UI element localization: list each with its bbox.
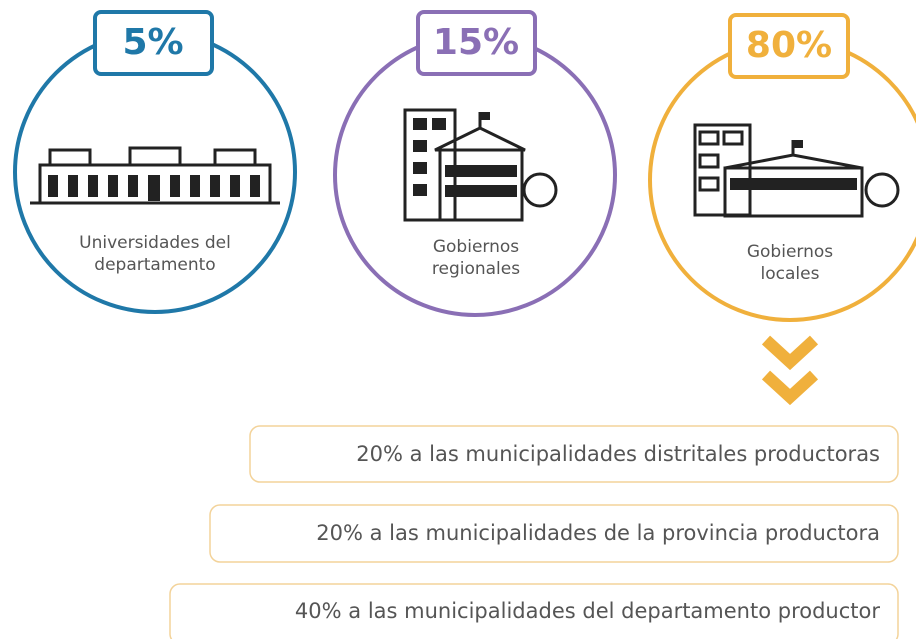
percent: 80% xyxy=(746,25,832,66)
breakdown-box xyxy=(169,583,899,639)
percent-box xyxy=(416,10,537,76)
group-label: regionales xyxy=(432,259,520,279)
chevron xyxy=(761,370,819,406)
group-label: departamento xyxy=(94,255,215,275)
university-icon xyxy=(30,146,280,205)
group-label: Universidades del xyxy=(79,233,231,253)
local-government-icon xyxy=(693,123,900,218)
breakdown-text: 20% a las municipalidades distritales pr… xyxy=(356,442,880,466)
breakdown-text: 40% a las municipalidades del departamen… xyxy=(295,599,880,623)
percent-box xyxy=(93,10,214,76)
regional-government-icon xyxy=(403,108,558,222)
group-label: Gobiernos xyxy=(747,242,833,262)
group-label: locales xyxy=(761,264,820,284)
breakdown-box xyxy=(249,425,899,483)
percent: 15% xyxy=(433,22,519,63)
chevron xyxy=(761,335,819,371)
percent: 5% xyxy=(122,22,183,63)
breakdown-text: 20% a las municipalidades de la provinci… xyxy=(316,521,880,545)
breakdown-box xyxy=(209,504,899,563)
percent-box xyxy=(728,13,850,79)
group-label: Gobiernos xyxy=(433,237,519,257)
